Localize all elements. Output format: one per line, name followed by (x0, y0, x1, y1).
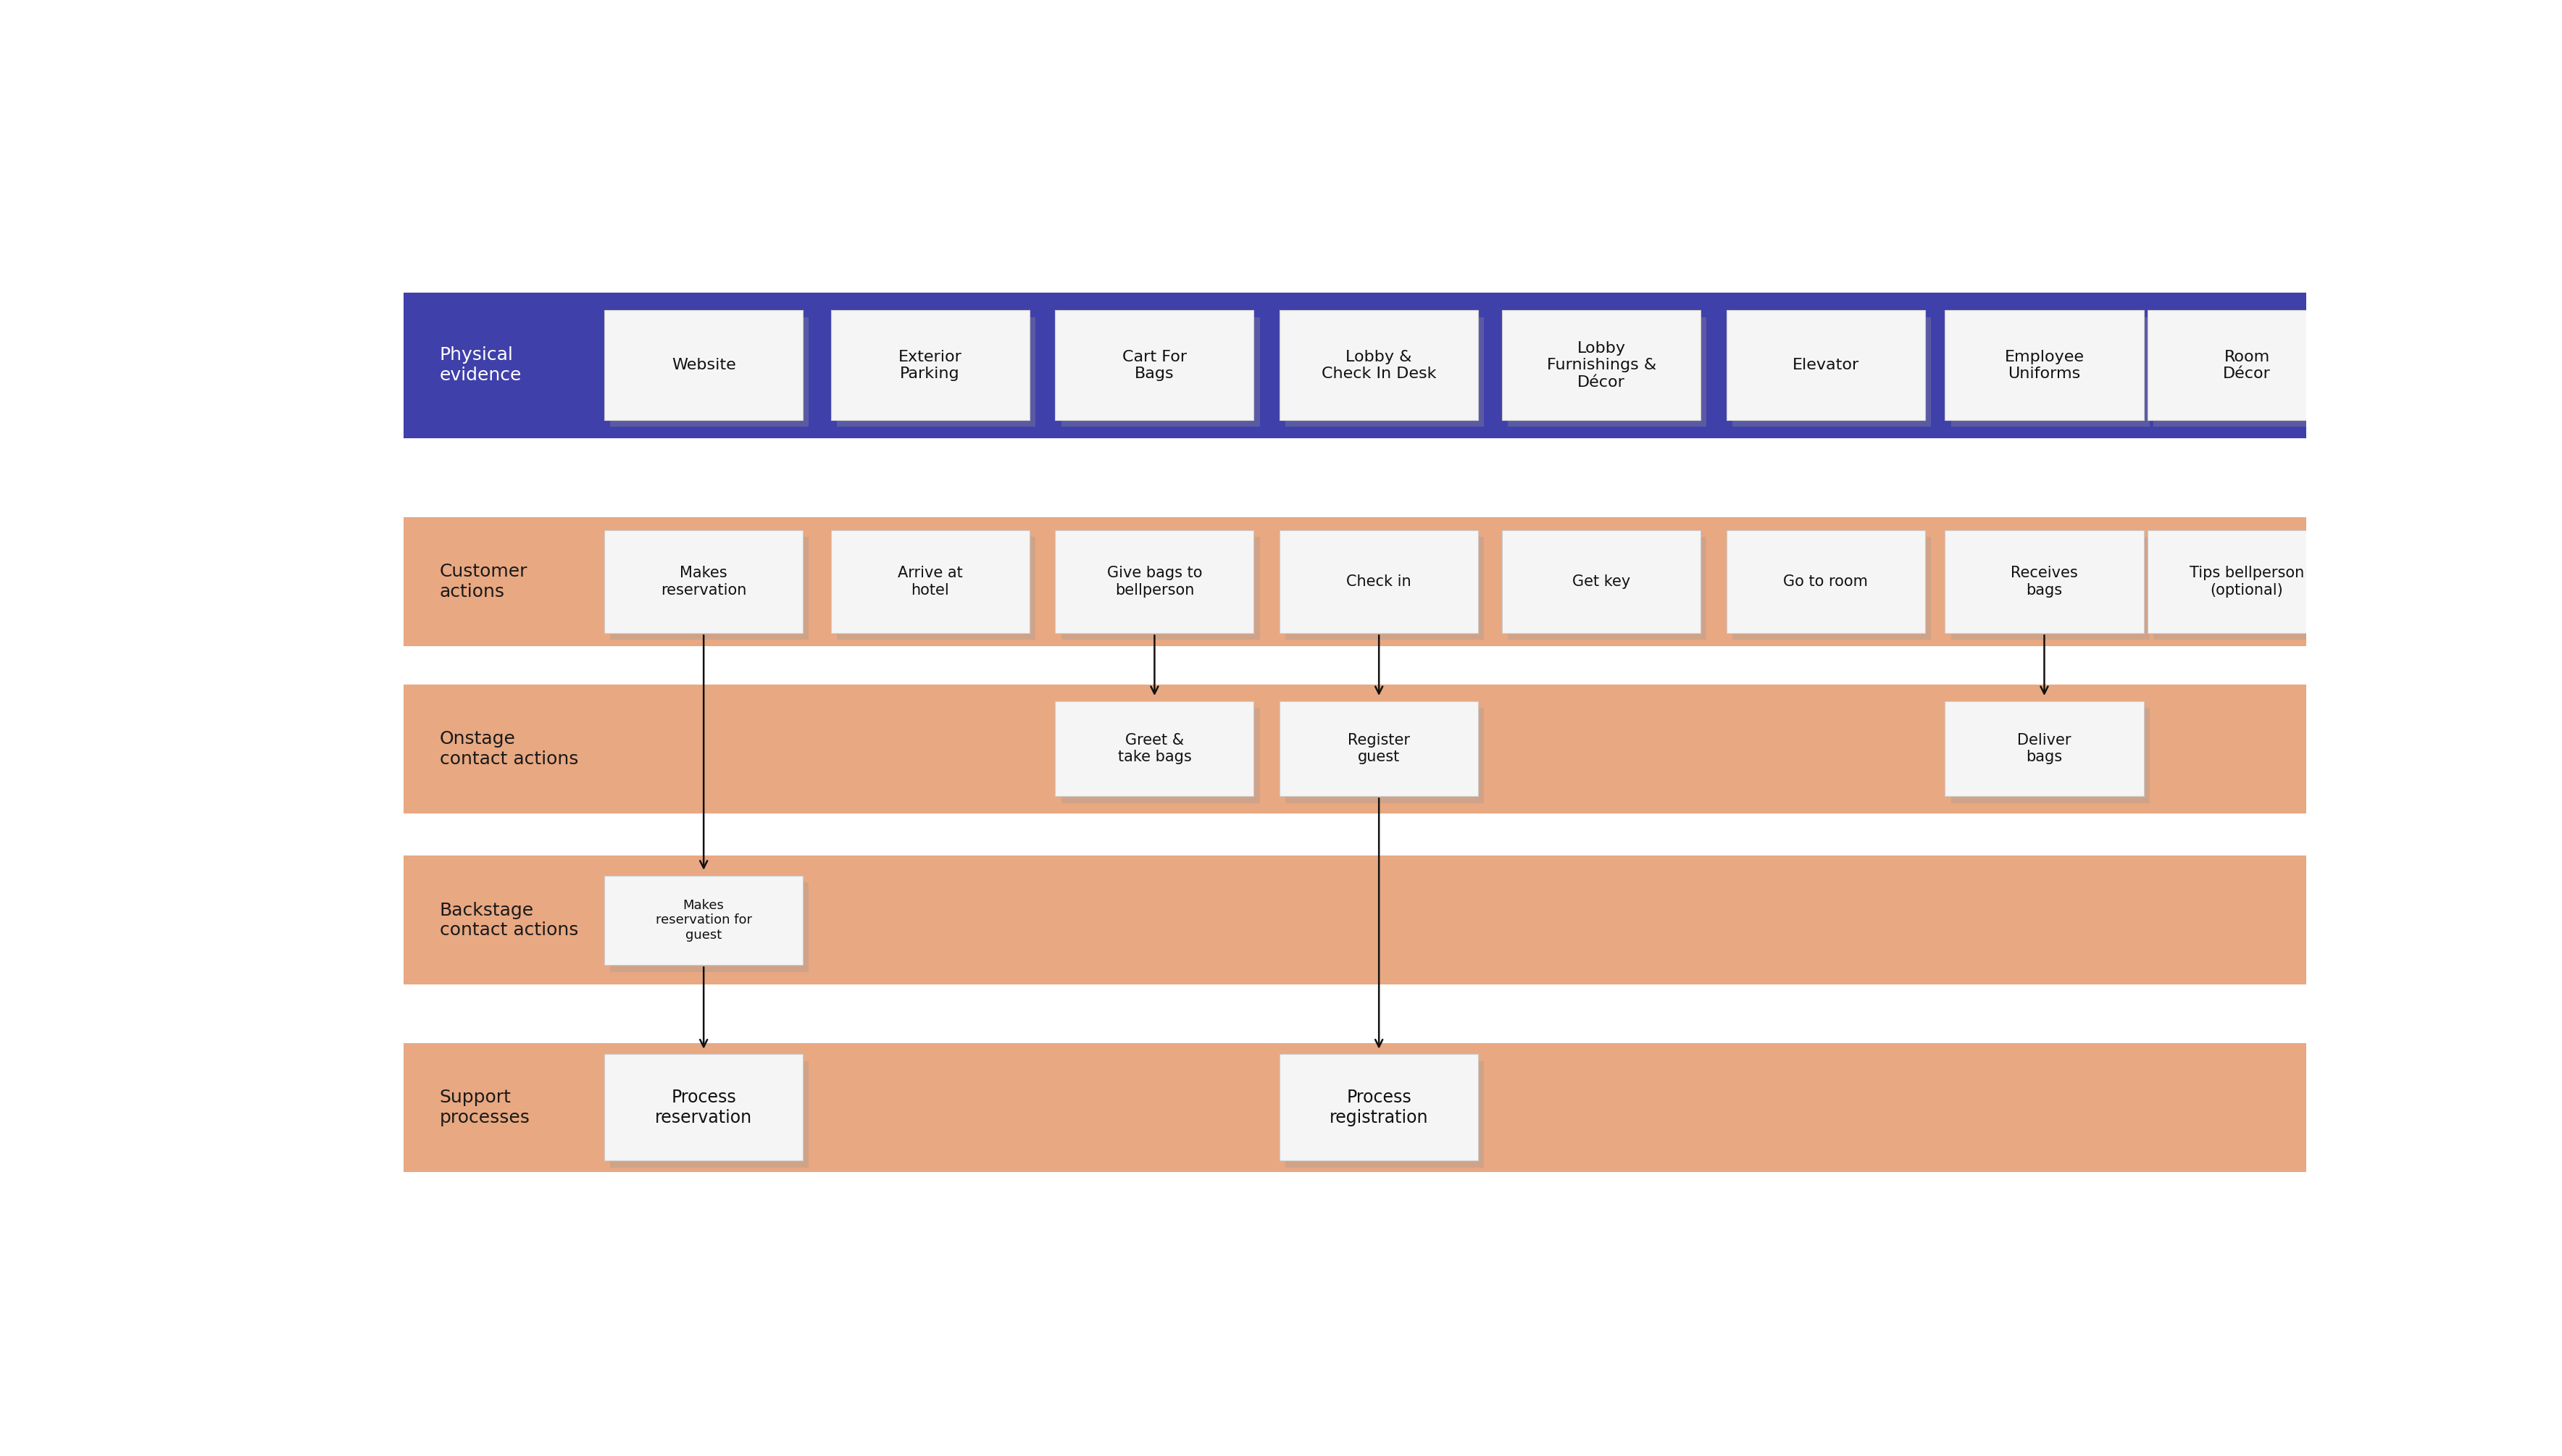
Text: Exterior
Parking: Exterior Parking (899, 349, 961, 381)
Text: Backstage
contact actions: Backstage contact actions (441, 901, 579, 939)
Text: Process
reservation: Process reservation (656, 1089, 753, 1127)
FancyBboxPatch shape (1950, 317, 2150, 427)
Text: Makes
reservation: Makes reservation (661, 566, 746, 597)
Text: Elevator: Elevator (1791, 358, 1857, 373)
FancyBboxPatch shape (405, 856, 2349, 984)
FancyBboxPatch shape (1732, 537, 1932, 641)
FancyBboxPatch shape (605, 1054, 802, 1160)
FancyBboxPatch shape (1286, 708, 1483, 804)
Text: Deliver
bags: Deliver bags (2016, 732, 2070, 764)
FancyBboxPatch shape (1506, 537, 1706, 641)
Text: Receives
bags: Receives bags (2011, 566, 2078, 597)
FancyBboxPatch shape (605, 875, 802, 965)
FancyBboxPatch shape (405, 293, 2349, 438)
FancyBboxPatch shape (1950, 537, 2150, 641)
FancyBboxPatch shape (1061, 317, 1261, 427)
FancyBboxPatch shape (1945, 530, 2142, 633)
FancyBboxPatch shape (1056, 702, 1253, 796)
Text: Lobby &
Check In Desk: Lobby & Check In Desk (1322, 349, 1435, 381)
FancyBboxPatch shape (610, 317, 810, 427)
FancyBboxPatch shape (1945, 310, 2142, 421)
FancyBboxPatch shape (1286, 537, 1483, 641)
Text: Support
processes: Support processes (441, 1089, 530, 1127)
FancyBboxPatch shape (2147, 310, 2347, 421)
Text: Physical
evidence: Physical evidence (441, 347, 523, 384)
Text: Room
Décor: Room Décor (2221, 349, 2270, 381)
FancyBboxPatch shape (610, 882, 810, 971)
FancyBboxPatch shape (1732, 317, 1932, 427)
FancyBboxPatch shape (2152, 317, 2352, 427)
FancyBboxPatch shape (835, 317, 1035, 427)
Text: Lobby
Furnishings &
Décor: Lobby Furnishings & Décor (1547, 341, 1655, 389)
Text: Makes
reservation for
guest: Makes reservation for guest (656, 898, 751, 942)
FancyBboxPatch shape (1278, 702, 1478, 796)
FancyBboxPatch shape (1286, 317, 1483, 427)
Text: Greet &
take bags: Greet & take bags (1117, 732, 1191, 764)
Text: Onstage
contact actions: Onstage contact actions (441, 729, 579, 767)
FancyBboxPatch shape (610, 537, 810, 641)
FancyBboxPatch shape (1056, 530, 1253, 633)
Text: Register
guest: Register guest (1348, 732, 1409, 764)
Text: Arrive at
hotel: Arrive at hotel (897, 566, 963, 597)
FancyBboxPatch shape (1278, 530, 1478, 633)
FancyBboxPatch shape (1056, 310, 1253, 421)
FancyBboxPatch shape (405, 1042, 2349, 1172)
FancyBboxPatch shape (1278, 1054, 1478, 1160)
Text: Check in: Check in (1345, 575, 1412, 588)
FancyBboxPatch shape (1286, 1061, 1483, 1168)
FancyBboxPatch shape (1501, 310, 1701, 421)
Text: Website: Website (671, 358, 735, 373)
Text: Cart For
Bags: Cart For Bags (1122, 349, 1186, 381)
Text: Employee
Uniforms: Employee Uniforms (2003, 349, 2083, 381)
FancyBboxPatch shape (1727, 310, 1924, 421)
Text: Give bags to
bellperson: Give bags to bellperson (1107, 566, 1202, 597)
Text: Go to room: Go to room (1783, 575, 1868, 588)
FancyBboxPatch shape (405, 684, 2349, 814)
FancyBboxPatch shape (1278, 310, 1478, 421)
FancyBboxPatch shape (1950, 708, 2150, 804)
FancyBboxPatch shape (830, 530, 1030, 633)
FancyBboxPatch shape (2147, 530, 2347, 633)
Text: Customer
actions: Customer actions (441, 563, 528, 600)
FancyBboxPatch shape (830, 310, 1030, 421)
FancyBboxPatch shape (1945, 702, 2142, 796)
FancyBboxPatch shape (1061, 708, 1261, 804)
Text: Tips bellperson
(optional): Tips bellperson (optional) (2188, 566, 2303, 597)
FancyBboxPatch shape (1061, 537, 1261, 641)
FancyBboxPatch shape (605, 310, 802, 421)
FancyBboxPatch shape (1506, 317, 1706, 427)
FancyBboxPatch shape (405, 517, 2349, 646)
FancyBboxPatch shape (1501, 530, 1701, 633)
FancyBboxPatch shape (2152, 537, 2352, 641)
FancyBboxPatch shape (835, 537, 1035, 641)
FancyBboxPatch shape (1727, 530, 1924, 633)
Text: Process
registration: Process registration (1330, 1089, 1427, 1127)
FancyBboxPatch shape (610, 1061, 810, 1168)
FancyBboxPatch shape (605, 530, 802, 633)
Text: Get key: Get key (1573, 575, 1629, 588)
